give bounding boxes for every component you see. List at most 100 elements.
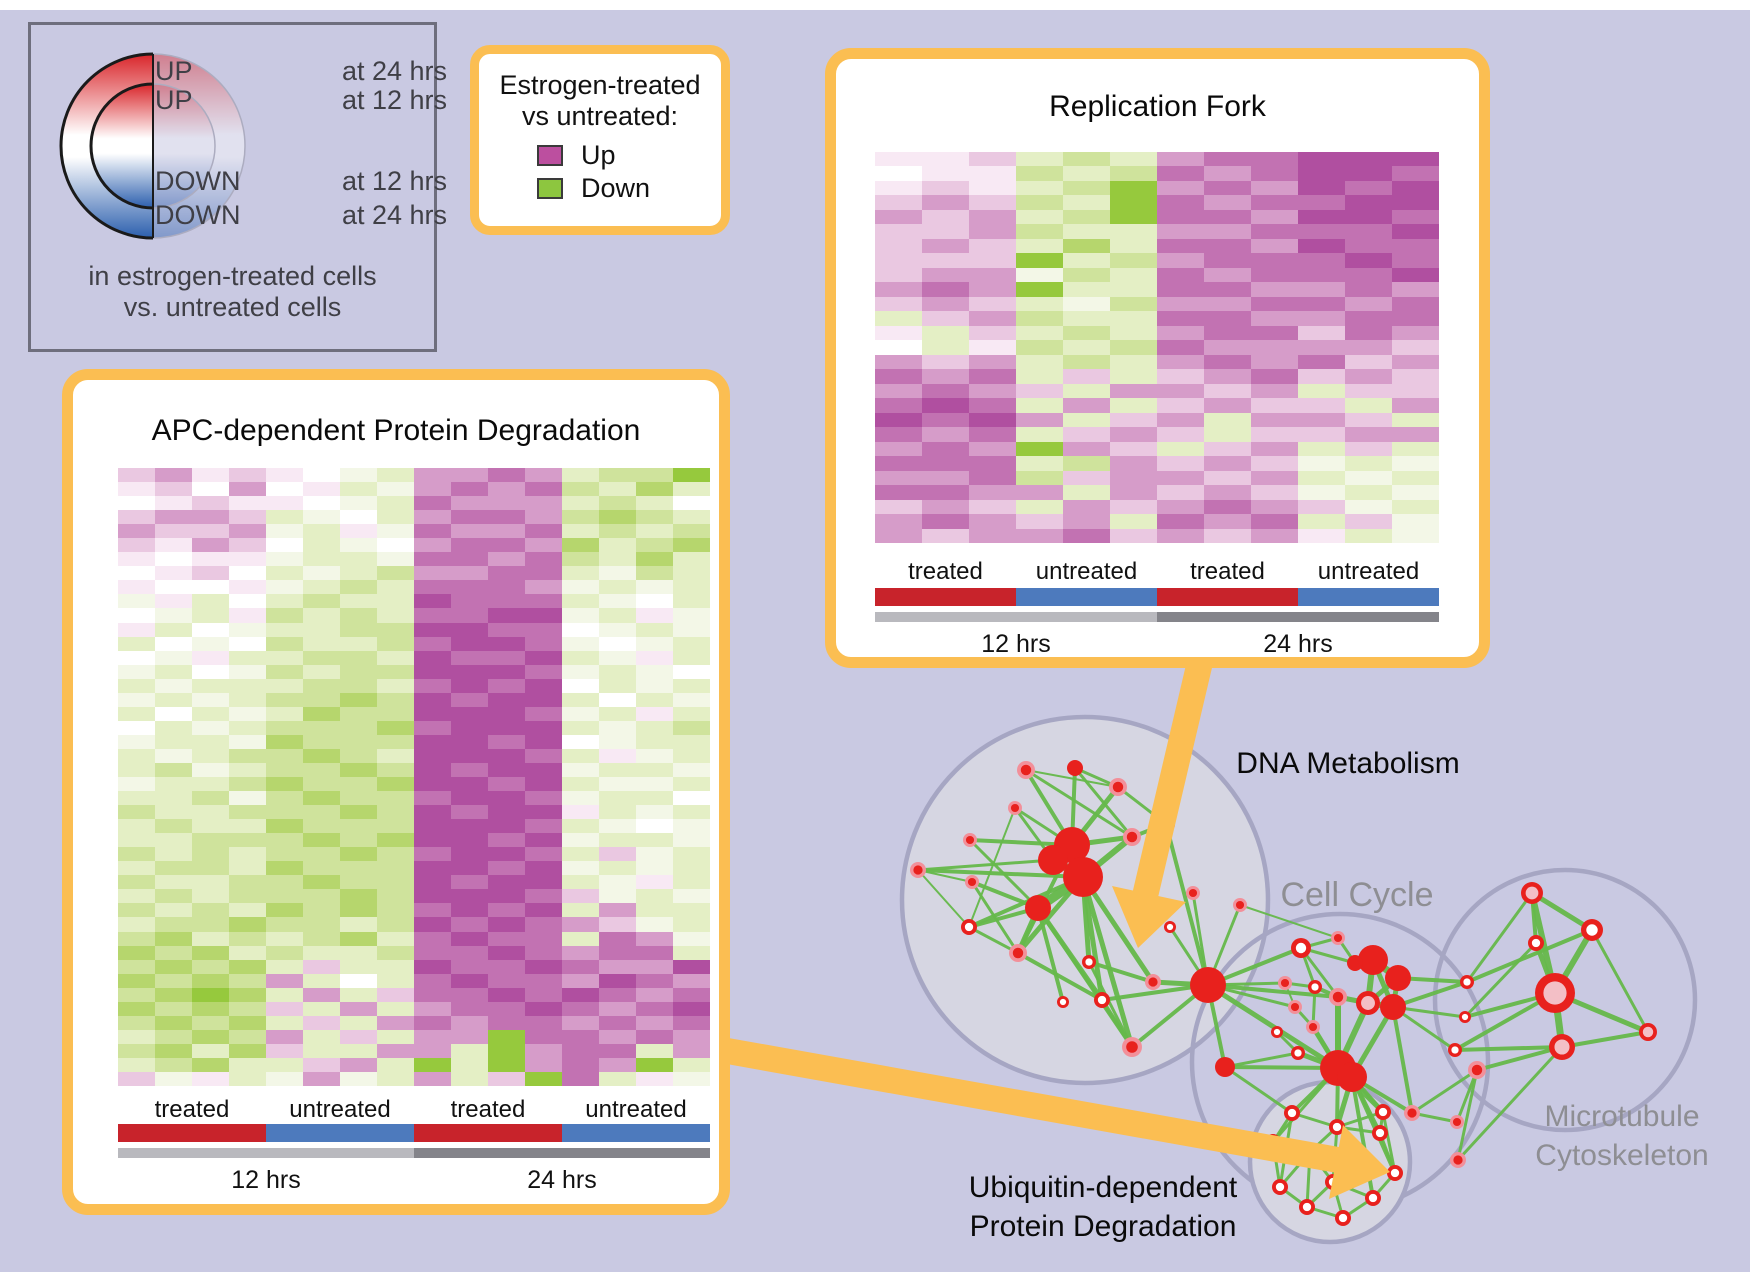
time-label: 12 hrs (981, 630, 1051, 658)
label-line: Microtubule (1544, 1100, 1700, 1133)
heatmap-cell (229, 1057, 266, 1072)
heatmap-cell (155, 566, 192, 581)
heatmap-cell (303, 524, 340, 539)
legend-time: at 24 hrs (341, 56, 447, 86)
heatmap-cell (673, 917, 710, 932)
heatmap-cell (525, 664, 562, 679)
heatmap-cell (118, 903, 155, 918)
heatmap-cell (118, 748, 155, 763)
heatmap-cell (1204, 383, 1251, 399)
heatmap-cell (229, 987, 266, 1002)
heatmap-cell (969, 369, 1016, 384)
heatmap-cell (303, 538, 340, 553)
heatmap-cell (636, 1071, 673, 1086)
network-edge (1067, 840, 1088, 882)
heatmap-cell (1251, 180, 1298, 196)
heatmap-cell (1392, 398, 1439, 413)
network-edge (1335, 1066, 1340, 1129)
heatmap-cell (303, 1001, 340, 1016)
heatmap-cell (340, 959, 377, 974)
heatmap-cell (414, 1015, 451, 1030)
heatmap-cell (599, 889, 636, 904)
up-down-gradient-rings-icon (59, 52, 247, 240)
heatmap-cell (1204, 224, 1251, 239)
heatmap-cell (451, 692, 488, 707)
heatmap-cell (673, 847, 710, 862)
heatmap-cell (1251, 209, 1298, 225)
heatmap-cell (377, 1043, 414, 1058)
heatmap-cell (525, 524, 562, 539)
heatmap-cell (451, 889, 488, 904)
heatmap-cell (451, 875, 488, 890)
heatmap-cell (414, 1071, 451, 1086)
network-node-core (1306, 1148, 1314, 1156)
heatmap-cell (599, 748, 636, 763)
heatmap-cell (155, 1015, 192, 1030)
network-edge (1336, 936, 1357, 965)
network-node (1164, 921, 1176, 933)
heatmap-cell (1016, 195, 1063, 210)
heatmap-cell (451, 819, 488, 834)
heatmap-cell (1110, 253, 1157, 268)
heatmap-cell (599, 552, 636, 567)
page-margin-bottom (0, 1272, 1750, 1279)
heatmap-cell (414, 594, 451, 609)
heatmap-cell (599, 973, 636, 988)
heatmap-cell (1016, 456, 1063, 471)
network-edge (970, 880, 1040, 910)
heatmap-cell (414, 566, 451, 581)
heatmap-cell (451, 748, 488, 763)
heatmap-cell (1251, 282, 1298, 297)
heatmap-cell (118, 608, 155, 623)
heatmap-cell (1392, 282, 1439, 297)
heatmap-cell (1063, 441, 1110, 457)
heatmap-cell (1298, 195, 1345, 210)
heatmap-cell (192, 903, 229, 918)
network-node-core (1126, 831, 1138, 843)
heatmap-cell (192, 917, 229, 932)
heatmap-cell (599, 594, 636, 609)
heatmap-cell (1392, 470, 1439, 486)
group-label: untreated (585, 1096, 687, 1123)
heatmap-cell (303, 566, 340, 581)
heatmap-cell (377, 875, 414, 890)
heatmap-cell (673, 1001, 710, 1016)
heatmap-cell (414, 468, 451, 483)
heatmap-cell (599, 931, 636, 946)
heatmap-cell (118, 594, 155, 609)
heatmap-cell (414, 524, 451, 539)
heatmap-cell (1298, 267, 1345, 283)
network-edge (1313, 985, 1340, 999)
heatmap-cell (340, 580, 377, 595)
heatmap-cell (1016, 224, 1063, 239)
network-node-core (1642, 1026, 1654, 1038)
heatmap-cell (1063, 427, 1110, 442)
heatmap-cell (118, 622, 155, 637)
heatmap-cell (118, 650, 155, 665)
heatmap-cell (636, 777, 673, 792)
heatmap-cell (525, 945, 562, 960)
heatmap-cell (451, 594, 488, 609)
heatmap-cell (377, 931, 414, 946)
network-node-core (1112, 781, 1124, 793)
network-edge (1370, 957, 1396, 1010)
heatmap-cell (451, 734, 488, 749)
network-node (965, 875, 979, 889)
heatmap-cell (1110, 470, 1157, 486)
heatmap-cell (340, 917, 377, 932)
heatmap-cell (1298, 485, 1345, 500)
heatmap-cell (377, 791, 414, 806)
heatmap-cell (1251, 499, 1298, 515)
heatmap-cell (636, 538, 673, 553)
heatmap-cell (340, 538, 377, 553)
heatmap-cell (488, 1057, 525, 1072)
heatmap-cell (1345, 195, 1392, 210)
heatmap-cell (340, 706, 377, 721)
network-edge (1391, 980, 1469, 1009)
heatmap-cell (599, 664, 636, 679)
heatmap-cell (155, 1043, 192, 1058)
heatmap-cell (377, 538, 414, 553)
group-label: treated (450, 1096, 526, 1123)
heatmap-cell (875, 485, 922, 500)
heatmap-cell (266, 496, 303, 511)
